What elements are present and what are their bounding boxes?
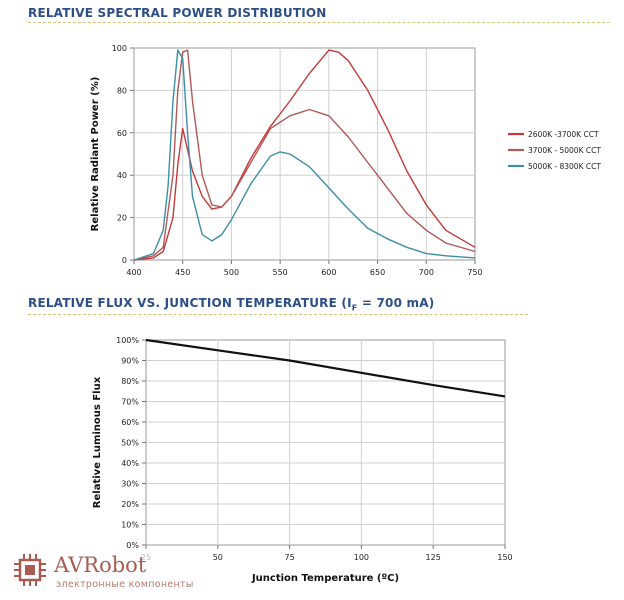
- flux-x-tick-label: 75: [285, 553, 295, 562]
- flux-chart-title-text: RELATIVE FLUX VS. JUNCTION TEMPERATURE: [28, 296, 338, 310]
- spd-y-tick-label: 0: [122, 256, 127, 265]
- spd-legend-label-0: 2600K -3700K CCT: [528, 130, 599, 139]
- spd-x-tick-label: 400: [126, 268, 141, 277]
- flux-title-rule: [28, 314, 528, 315]
- flux-y-tick-label: 50%: [121, 439, 139, 448]
- spd-x-tick-label: 750: [467, 268, 482, 277]
- flux-x-tick-label: 100: [354, 553, 369, 562]
- logo-tagline: электронные компоненты: [56, 579, 194, 590]
- spd-y-tick-label: 100: [112, 44, 127, 53]
- chip-icon: [14, 554, 46, 586]
- spd-x-tick-label: 600: [321, 268, 336, 277]
- flux-y-tick-label: 70%: [121, 398, 139, 407]
- flux-y-tick-label: 10%: [121, 521, 139, 530]
- flux-y-tick-label: 0%: [126, 541, 139, 550]
- spd-x-tick-label: 650: [370, 268, 385, 277]
- flux-x-tick-label: 150: [497, 553, 512, 562]
- spd-legend-label-1: 3700K - 5000K CCT: [528, 146, 601, 155]
- spd-x-tick-label: 450: [175, 268, 190, 277]
- spd-y-axis-label: Relative Radiant Power (%): [90, 77, 101, 232]
- flux-y-tick-label: 80%: [121, 377, 139, 386]
- spd-legend-label-2: 5000K - 8300K CCT: [528, 162, 601, 171]
- flux-chart-title: RELATIVE FLUX VS. JUNCTION TEMPERATURE (…: [28, 296, 434, 312]
- flux-y-tick-label: 90%: [121, 357, 139, 366]
- flux-x-tick-label: 25: [141, 553, 151, 562]
- flux-x-tick-label: 50: [213, 553, 223, 562]
- spd-x-tick-label: 700: [419, 268, 434, 277]
- flux-chart-condition: (IF = 700 mA): [341, 296, 435, 313]
- spd-y-tick-label: 40: [117, 171, 127, 180]
- flux-y-axis-label: Relative Luminous Flux: [92, 376, 103, 508]
- flux-y-tick-label: 20%: [121, 500, 139, 509]
- spectral-title-rule: [28, 22, 610, 23]
- spd-y-tick-label: 80: [117, 86, 127, 95]
- spd-y-tick-label: 20: [117, 214, 127, 223]
- spd-x-tick-label: 500: [224, 268, 239, 277]
- spectral-chart-title: RELATIVE SPECTRAL POWER DISTRIBUTION: [28, 6, 327, 20]
- flux-y-tick-label: 40%: [121, 459, 139, 468]
- logo-brand: AVRobot: [54, 553, 147, 577]
- spd-series-line-2: [133, 49, 476, 261]
- flux-series-line-0: [145, 338, 506, 398]
- flux-y-tick-label: 100%: [116, 336, 139, 345]
- spd-series-line-0: [133, 49, 476, 261]
- flux-y-tick-label: 30%: [121, 480, 139, 489]
- flux-y-tick-label: 60%: [121, 418, 139, 427]
- spd-x-tick-label: 550: [273, 268, 288, 277]
- spd-y-tick-label: 60: [117, 129, 127, 138]
- flux-x-axis-label: Junction Temperature (ºC): [251, 573, 399, 584]
- flux-x-tick-label: 125: [426, 553, 441, 562]
- spd-series-line-1: [133, 49, 476, 261]
